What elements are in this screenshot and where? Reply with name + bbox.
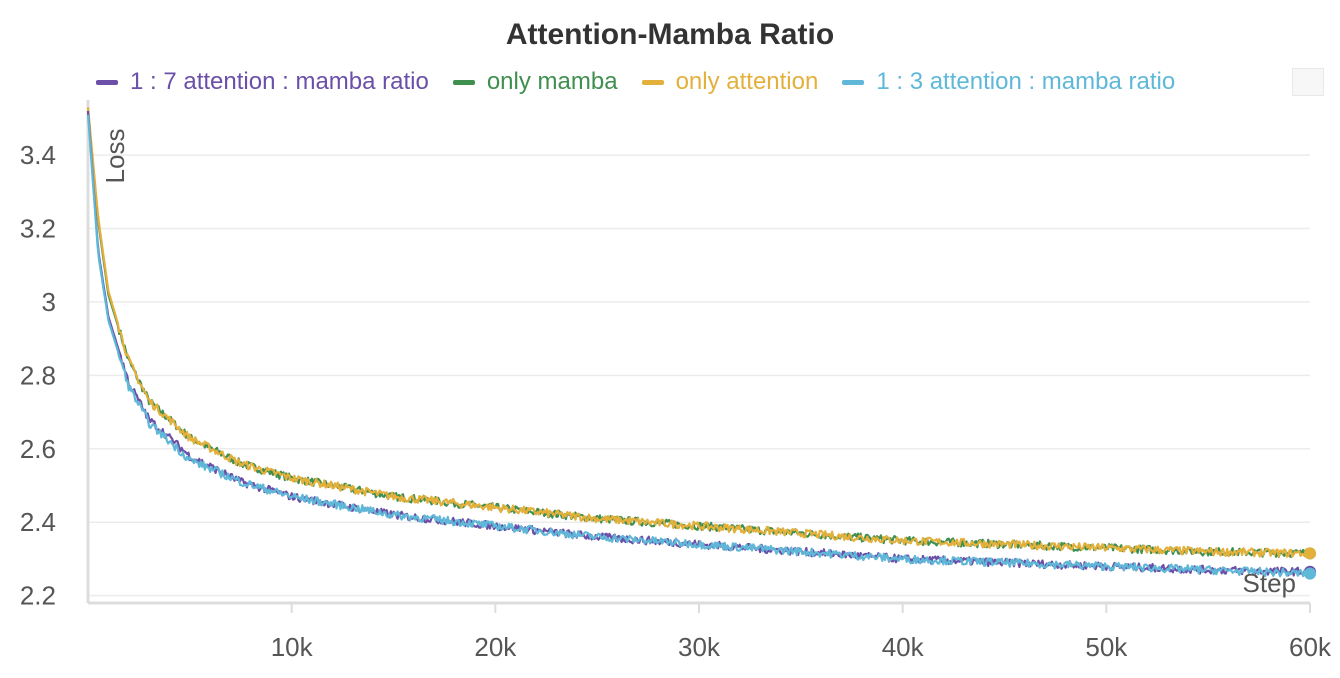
x-tick-label: 60k <box>1289 632 1332 662</box>
legend-item[interactable]: only mamba <box>452 68 618 96</box>
y-tick-label: 3.4 <box>20 140 56 170</box>
legend-label: only attention <box>675 68 819 95</box>
grid <box>88 154 1310 597</box>
y-axis-title: Loss <box>100 129 130 184</box>
x-tick-label: 10k <box>271 632 314 662</box>
legend-label: 1 : 3 attention : mamba ratio <box>876 68 1176 95</box>
series-end-point <box>1304 547 1316 560</box>
series-line <box>86 110 1311 577</box>
y-tick-label: 3.2 <box>20 214 56 244</box>
legend-item[interactable]: 1 : 7 attention : mamba ratio <box>96 68 429 96</box>
x-axis-title: Step <box>1243 568 1297 598</box>
series-lines <box>86 107 1316 580</box>
legend-swatch <box>842 79 865 85</box>
legend-item[interactable]: only attention <box>641 68 819 96</box>
x-tick-label: 30k <box>678 632 721 662</box>
y-tick-label: 3 <box>42 287 56 317</box>
y-tick-label: 2.2 <box>20 581 56 611</box>
legend-label: only mamba <box>486 68 618 95</box>
y-tick-label: 2.8 <box>20 360 56 390</box>
series-end-point <box>1304 567 1316 580</box>
legend-swatch <box>96 79 118 85</box>
x-tick-label: 50k <box>1085 632 1128 662</box>
legend-menu-button[interactable] <box>1292 68 1324 96</box>
legend-swatch <box>641 79 664 85</box>
legend-item[interactable]: 1 : 3 attention : mamba ratio <box>842 68 1175 96</box>
y-tick-label: 2.6 <box>20 434 56 464</box>
series-line <box>86 114 1312 578</box>
legend-label: 1 : 7 attention : mamba ratio <box>130 68 429 95</box>
x-tick-label: 20k <box>474 632 517 662</box>
y-tick-label: 2.4 <box>20 507 56 537</box>
series-line <box>86 107 1312 558</box>
x-tick-label: 40k <box>882 632 925 662</box>
tick-labels: 2.2 2.4 2.6 2.8 3 3.2 3.4 10k 20k 30k 40k 50k 60k <box>20 140 1332 662</box>
legend: 1 : 7 attention : mamba ratio only mamba o… <box>96 66 1199 98</box>
axes <box>86 100 1311 613</box>
chart-title: Attention-Mamba Ratio <box>505 18 835 51</box>
legend-swatch <box>452 79 475 85</box>
